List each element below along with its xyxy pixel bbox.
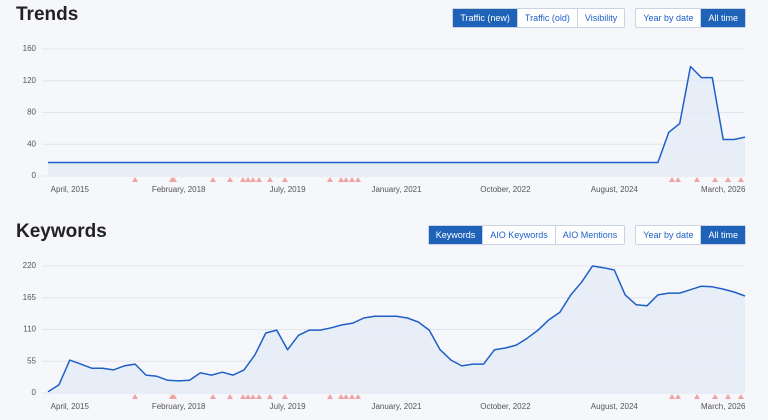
event-marker bbox=[725, 177, 731, 182]
y-tick-label: 120 bbox=[23, 76, 37, 85]
event-marker bbox=[227, 394, 233, 399]
button-group: Traffic (new) Traffic (old) Visibility bbox=[452, 8, 626, 28]
event-marker bbox=[738, 394, 744, 399]
tab-button[interactable]: Traffic (old) bbox=[516, 9, 577, 27]
x-tick-label: February, 2018 bbox=[152, 185, 206, 194]
event-marker bbox=[694, 394, 700, 399]
event-marker bbox=[256, 177, 262, 182]
button-group: Year by date All time bbox=[635, 8, 746, 28]
chart-title: Trends bbox=[16, 4, 78, 25]
y-tick-label: 110 bbox=[23, 325, 36, 334]
event-marker bbox=[725, 394, 731, 399]
event-marker bbox=[267, 394, 273, 399]
y-tick-label: 0 bbox=[32, 388, 37, 397]
x-tick-label: October, 2022 bbox=[480, 185, 531, 194]
event-marker bbox=[669, 394, 675, 399]
area bbox=[48, 266, 745, 393]
event-marker bbox=[338, 177, 344, 182]
x-tick-label: April, 2015 bbox=[51, 402, 90, 411]
event-marker bbox=[171, 177, 177, 182]
event-marker bbox=[327, 394, 333, 399]
x-tick-label: April, 2015 bbox=[51, 185, 90, 194]
tab-button[interactable]: All time bbox=[700, 226, 745, 244]
event-marker bbox=[210, 394, 216, 399]
event-marker bbox=[132, 394, 138, 399]
event-marker bbox=[338, 394, 344, 399]
event-marker bbox=[694, 177, 700, 182]
line bbox=[48, 65, 746, 164]
controls: Keywords AIO Keywords AIO Mentions Year by … bbox=[427, 225, 746, 245]
line bbox=[47, 265, 746, 393]
x-tick-label: July, 2019 bbox=[270, 402, 306, 411]
y-tick-label: 165 bbox=[23, 293, 37, 302]
event-marker bbox=[171, 394, 177, 399]
event-marker bbox=[250, 177, 256, 182]
event-marker bbox=[675, 177, 681, 182]
tab-button[interactable]: Year by date bbox=[643, 13, 694, 23]
tab-button[interactable]: AIO Keywords bbox=[482, 226, 555, 244]
event-marker bbox=[327, 177, 333, 182]
x-tick-label: August, 2024 bbox=[591, 402, 639, 411]
event-marker bbox=[343, 177, 349, 182]
event-marker bbox=[343, 394, 349, 399]
x-tick-label: August, 2024 bbox=[591, 185, 639, 194]
x-tick-label: March, 2026 bbox=[701, 402, 746, 411]
tab-button[interactable]: Keywords bbox=[428, 226, 483, 244]
chart-title: Keywords bbox=[16, 221, 107, 242]
event-marker bbox=[669, 177, 675, 182]
event-marker bbox=[245, 394, 251, 399]
y-tick-label: 220 bbox=[23, 261, 37, 270]
event-marker bbox=[210, 177, 216, 182]
tab-button[interactable]: AIO Mentions bbox=[554, 226, 625, 244]
x-tick-label: February, 2018 bbox=[152, 402, 206, 411]
y-tick-label: 80 bbox=[27, 108, 36, 117]
event-marker bbox=[227, 177, 233, 182]
tab-button[interactable]: Traffic (new) bbox=[453, 9, 517, 27]
event-marker bbox=[349, 394, 355, 399]
y-tick-label: 40 bbox=[27, 139, 36, 148]
event-marker bbox=[738, 177, 744, 182]
tab-button[interactable]: Year by date bbox=[643, 230, 694, 240]
event-marker bbox=[675, 394, 681, 399]
event-marker bbox=[245, 177, 251, 182]
tab-button[interactable]: All time bbox=[700, 9, 745, 27]
event-marker bbox=[250, 394, 256, 399]
x-tick-label: October, 2022 bbox=[480, 402, 531, 411]
event-marker bbox=[132, 177, 138, 182]
button-group: Keywords AIO Keywords AIO Mentions bbox=[427, 225, 626, 245]
y-tick-label: 55 bbox=[27, 356, 36, 365]
tab-button[interactable]: Visibility bbox=[576, 9, 624, 27]
event-marker bbox=[282, 394, 288, 399]
event-marker bbox=[240, 177, 246, 182]
event-marker bbox=[712, 394, 718, 399]
x-tick-label: January, 2021 bbox=[371, 402, 422, 411]
x-tick-label: January, 2021 bbox=[371, 185, 422, 194]
event-marker bbox=[256, 394, 262, 399]
y-tick-label: 160 bbox=[23, 44, 37, 53]
button-group: Year by date All time bbox=[635, 225, 746, 245]
event-marker bbox=[282, 177, 288, 182]
x-tick-label: March, 2026 bbox=[701, 185, 746, 194]
event-marker bbox=[712, 177, 718, 182]
event-marker bbox=[355, 394, 361, 399]
area bbox=[48, 66, 745, 176]
event-marker bbox=[267, 177, 273, 182]
controls: Traffic (new) Traffic (old) Visibility Year… bbox=[452, 8, 746, 28]
y-tick-label: 0 bbox=[32, 171, 37, 180]
event-marker bbox=[349, 177, 355, 182]
event-marker bbox=[240, 394, 246, 399]
event-marker bbox=[355, 177, 361, 182]
x-tick-label: July, 2019 bbox=[270, 185, 306, 194]
